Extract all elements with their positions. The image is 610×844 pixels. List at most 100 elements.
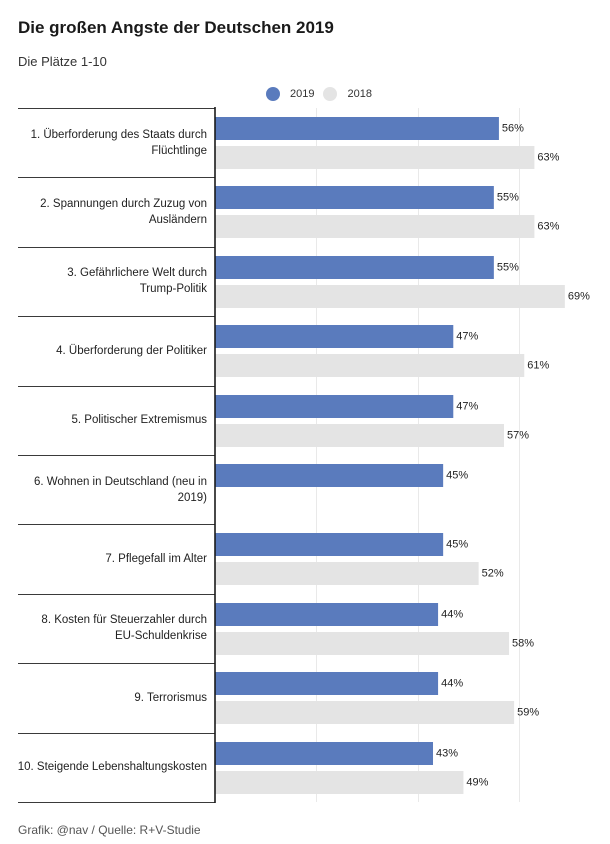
legend-label-2018: 2018 bbox=[347, 88, 372, 100]
bar-2018 bbox=[215, 562, 479, 585]
legend-item-2019: 2019 bbox=[266, 87, 314, 101]
value-label-2019: 55% bbox=[497, 192, 519, 204]
value-number: 55 bbox=[497, 262, 509, 274]
value-label-2018: 58% bbox=[512, 638, 534, 650]
value-label-2018: 57% bbox=[507, 430, 529, 442]
value-number: 56 bbox=[502, 123, 514, 135]
bar-2019 bbox=[215, 256, 494, 279]
category-label: 10. Steigende Lebenshaltungskosten bbox=[14, 733, 207, 802]
value-unit: % bbox=[514, 123, 524, 135]
bar-2019 bbox=[215, 533, 444, 556]
value-unit: % bbox=[448, 748, 458, 760]
category-label-line: Ausländern bbox=[148, 214, 207, 227]
value-unit: % bbox=[453, 609, 463, 621]
value-number: 47 bbox=[456, 331, 468, 343]
category-label-line: 5. Politischer Extremismus bbox=[71, 414, 207, 427]
category-label-line: 4. Überforderung der Politiker bbox=[56, 344, 207, 357]
value-number: 44 bbox=[441, 609, 453, 621]
value-number: 44 bbox=[441, 678, 453, 690]
value-number: 45 bbox=[446, 539, 458, 551]
value-label-2018: 59% bbox=[517, 707, 539, 719]
category-label: 1. Überforderung des Staats durch Flücht… bbox=[14, 108, 207, 177]
value-unit: % bbox=[524, 638, 534, 650]
bar-2019 bbox=[215, 117, 499, 140]
legend-item-2018: 2018 bbox=[323, 87, 372, 101]
value-label-2019: 44% bbox=[441, 609, 463, 621]
value-label-2019: 55% bbox=[497, 262, 519, 274]
value-unit: % bbox=[469, 331, 479, 343]
category-label: 3. Gefährlichere Welt durch Trump-Politi… bbox=[14, 247, 207, 316]
category-label-line: 6. Wohnen in Deutschland (neu in bbox=[33, 475, 207, 488]
value-unit: % bbox=[458, 470, 468, 482]
category-label-line: 8. Kosten für Steuerzahler durch bbox=[41, 614, 207, 627]
category-label: 2. Spannungen durch Zuzug von Ausländern bbox=[14, 177, 207, 246]
value-label-2018: 63% bbox=[537, 152, 559, 164]
bar-2019 bbox=[215, 464, 444, 487]
value-label-2018: 52% bbox=[482, 568, 504, 580]
category-label: 6. Wohnen in Deutschland (neu in 2019) bbox=[14, 455, 207, 524]
bar-2018 bbox=[215, 215, 535, 238]
chart-subtitle: Die Plätze 1-10 bbox=[18, 54, 107, 69]
bar-2019 bbox=[215, 603, 439, 626]
bar-2018 bbox=[215, 424, 504, 447]
value-label-2019: 44% bbox=[441, 678, 463, 690]
bar-2018 bbox=[215, 632, 510, 655]
value-unit: % bbox=[529, 707, 539, 719]
chart-title: Die großen Angste der Deutschen 2019 bbox=[18, 18, 334, 37]
value-label-2018: 61% bbox=[527, 360, 549, 372]
bar-2019 bbox=[215, 325, 454, 348]
value-number: 45 bbox=[446, 470, 458, 482]
value-label-2019: 47% bbox=[456, 401, 478, 413]
value-unit: % bbox=[509, 262, 519, 274]
value-label-2019: 47% bbox=[456, 331, 478, 343]
value-number: 69 bbox=[568, 291, 580, 303]
category-label-line: 1. Überforderung des Staats durch bbox=[30, 128, 207, 141]
value-unit: % bbox=[509, 192, 519, 204]
category-label-line: EU-Schuldenkrise bbox=[114, 630, 207, 643]
value-unit: % bbox=[458, 539, 468, 551]
value-unit: % bbox=[580, 291, 590, 303]
value-number: 59 bbox=[517, 707, 529, 719]
value-number: 57 bbox=[507, 430, 519, 442]
legend: 2019 2018 bbox=[266, 87, 381, 101]
value-unit: % bbox=[550, 221, 560, 233]
value-number: 47 bbox=[456, 401, 468, 413]
bar-2018 bbox=[215, 285, 565, 308]
value-label-2019: 45% bbox=[446, 539, 468, 551]
value-label-2018: 49% bbox=[466, 777, 488, 789]
category-label-line: 2019) bbox=[177, 491, 207, 504]
value-unit: % bbox=[453, 678, 463, 690]
category-label-line: 7. Pflegefall im Alter bbox=[105, 553, 207, 566]
value-number: 49 bbox=[466, 777, 478, 789]
legend-swatch-2019 bbox=[266, 87, 280, 101]
value-label-2019: 56% bbox=[502, 123, 524, 135]
value-label-2019: 45% bbox=[446, 470, 468, 482]
value-unit: % bbox=[494, 568, 504, 580]
category-label-line: 2. Spannungen durch Zuzug von bbox=[40, 198, 207, 211]
value-number: 55 bbox=[497, 192, 509, 204]
bar-2019 bbox=[215, 395, 454, 418]
category-label: 4. Überforderung der Politiker bbox=[14, 316, 207, 385]
legend-swatch-2018 bbox=[323, 87, 338, 101]
bar-2019 bbox=[215, 672, 439, 695]
category-label: 5. Politischer Extremismus bbox=[14, 386, 207, 455]
value-unit: % bbox=[540, 360, 550, 372]
bar-2018 bbox=[215, 354, 525, 377]
legend-label-2019: 2019 bbox=[290, 88, 315, 100]
category-label-line: 10. Steigende Lebenshaltungskosten bbox=[17, 761, 207, 774]
category-label: 7. Pflegefall im Alter bbox=[14, 524, 207, 593]
bar-2018 bbox=[215, 701, 515, 724]
value-number: 63 bbox=[537, 221, 549, 233]
value-label-2018: 63% bbox=[537, 221, 559, 233]
category-label-line: 9. Terrorismus bbox=[134, 691, 207, 704]
value-unit: % bbox=[519, 430, 529, 442]
value-unit: % bbox=[550, 152, 560, 164]
bar-2018 bbox=[215, 771, 464, 794]
value-number: 58 bbox=[512, 638, 524, 650]
value-unit: % bbox=[469, 401, 479, 413]
category-label: 9. Terrorismus bbox=[14, 663, 207, 732]
value-label-2018: 69% bbox=[568, 291, 590, 303]
bar-2019 bbox=[215, 742, 434, 765]
